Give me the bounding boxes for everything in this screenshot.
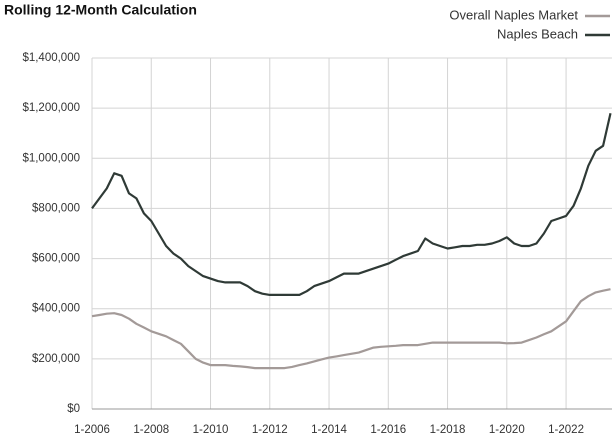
y-tick-label: $200,000: [32, 353, 80, 365]
y-tick-label: $1,200,000: [22, 102, 80, 114]
y-tick-label: $400,000: [32, 303, 80, 315]
y-tick-label: $1,400,000: [22, 52, 80, 64]
y-tick-label: $800,000: [32, 202, 80, 214]
series-line: [91, 112, 612, 296]
y-tick-label: $0: [67, 403, 80, 415]
series-line: [91, 288, 611, 370]
x-tick-label: 1-2006: [74, 424, 110, 436]
x-tick-label: 1-2012: [252, 424, 288, 436]
y-tick-label: $1,000,000: [22, 152, 80, 164]
y-tick-label: $600,000: [32, 253, 80, 265]
legend-label: Overall Naples Market: [449, 7, 578, 22]
x-tick-label: 1-2014: [311, 424, 347, 436]
chart-title: Rolling 12-Month Calculation: [4, 2, 197, 18]
x-tick-label: 1-2008: [133, 424, 169, 436]
x-tick-label: 1-2010: [193, 424, 229, 436]
legend-label: Naples Beach: [497, 26, 578, 41]
x-tick-label: 1-2016: [370, 424, 406, 436]
x-tick-label: 1-2020: [489, 424, 525, 436]
x-tick-label: 1-2022: [548, 424, 584, 436]
x-tick-label: 1-2018: [430, 424, 466, 436]
